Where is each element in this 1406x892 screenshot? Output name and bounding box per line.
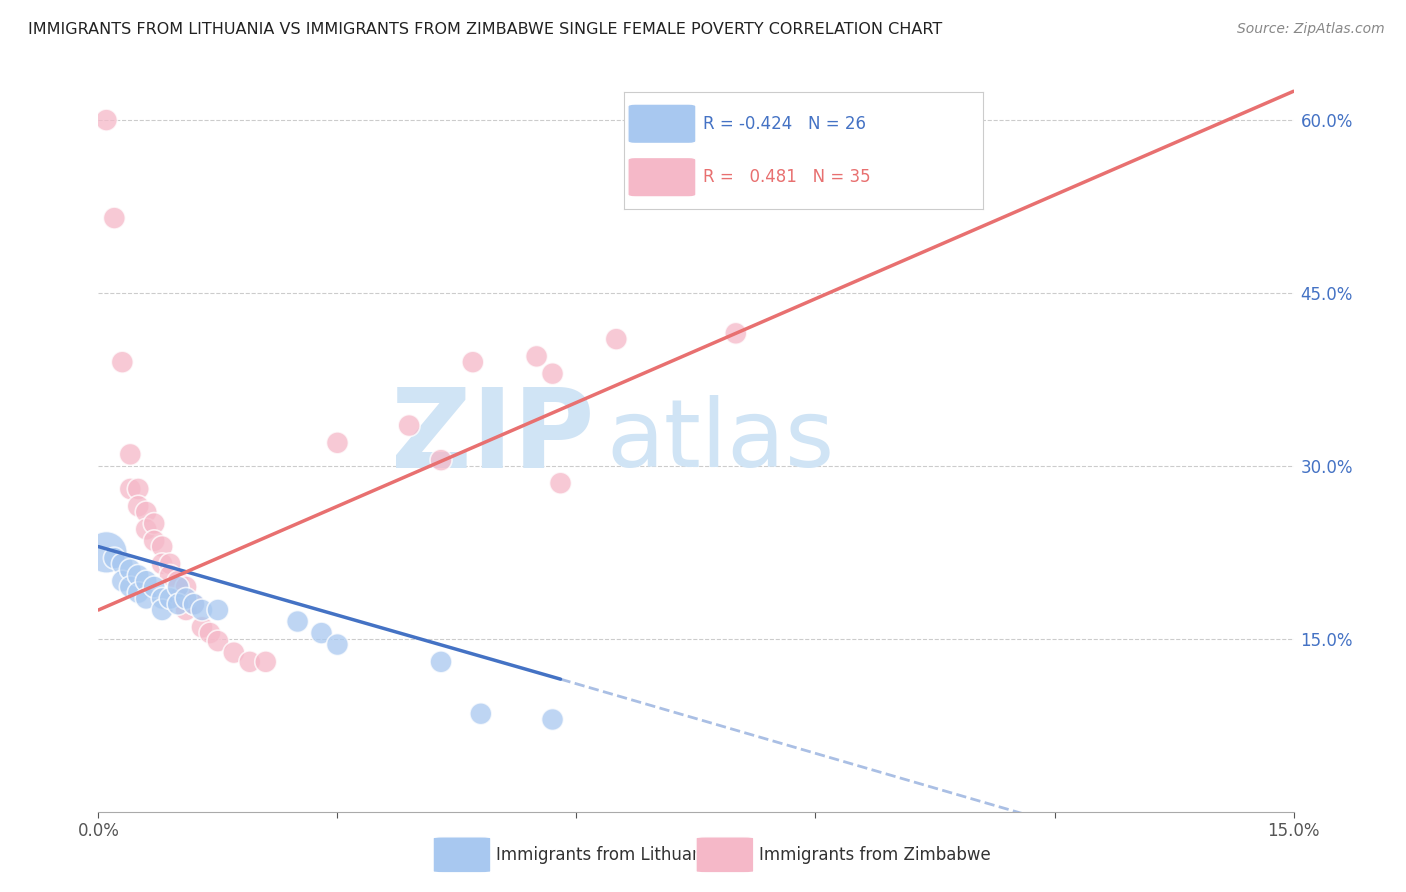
Text: atlas: atlas <box>606 395 835 487</box>
Point <box>222 646 245 660</box>
Point <box>167 591 190 606</box>
Point <box>207 634 229 648</box>
Point <box>254 655 277 669</box>
Point <box>430 655 453 669</box>
Point <box>430 453 453 467</box>
Point <box>135 574 157 589</box>
Point <box>127 568 149 582</box>
Point <box>159 591 181 606</box>
Point <box>326 435 349 450</box>
Point <box>135 591 157 606</box>
Point <box>398 418 420 433</box>
Point <box>191 620 214 634</box>
Point <box>96 545 118 559</box>
Point <box>159 568 181 582</box>
Point <box>135 522 157 536</box>
Point <box>541 367 564 381</box>
Text: IMMIGRANTS FROM LITHUANIA VS IMMIGRANTS FROM ZIMBABWE SINGLE FEMALE POVERTY CORR: IMMIGRANTS FROM LITHUANIA VS IMMIGRANTS … <box>28 22 942 37</box>
Point <box>159 557 181 571</box>
Point <box>143 533 166 548</box>
Point <box>143 516 166 531</box>
Point <box>150 603 173 617</box>
Point <box>174 603 197 617</box>
Point <box>111 355 134 369</box>
Point <box>191 603 214 617</box>
Point <box>724 326 747 341</box>
Point <box>550 476 572 491</box>
Point <box>150 540 173 554</box>
Point <box>287 615 309 629</box>
Point <box>461 355 484 369</box>
Point <box>111 574 134 589</box>
Point <box>605 332 627 346</box>
Point <box>311 626 333 640</box>
Point <box>326 638 349 652</box>
Point <box>103 211 125 225</box>
Point <box>103 551 125 566</box>
Point <box>167 574 190 589</box>
Point <box>96 113 118 128</box>
Point <box>174 591 197 606</box>
Point <box>143 580 166 594</box>
Point <box>135 505 157 519</box>
Point <box>120 447 142 461</box>
Point <box>127 585 149 599</box>
Point <box>167 580 190 594</box>
Point <box>198 626 221 640</box>
Point <box>207 603 229 617</box>
Point <box>183 597 205 611</box>
Point <box>183 597 205 611</box>
Point <box>150 557 173 571</box>
Point <box>470 706 492 721</box>
Point <box>120 563 142 577</box>
Text: ZIP: ZIP <box>391 384 595 491</box>
Point <box>120 580 142 594</box>
Point <box>541 713 564 727</box>
Point <box>120 482 142 496</box>
Point <box>127 482 149 496</box>
Point <box>150 591 173 606</box>
Point <box>111 557 134 571</box>
Point <box>239 655 262 669</box>
Text: Source: ZipAtlas.com: Source: ZipAtlas.com <box>1237 22 1385 37</box>
Point <box>174 580 197 594</box>
Point <box>127 500 149 514</box>
Point <box>526 350 548 364</box>
Point <box>167 597 190 611</box>
